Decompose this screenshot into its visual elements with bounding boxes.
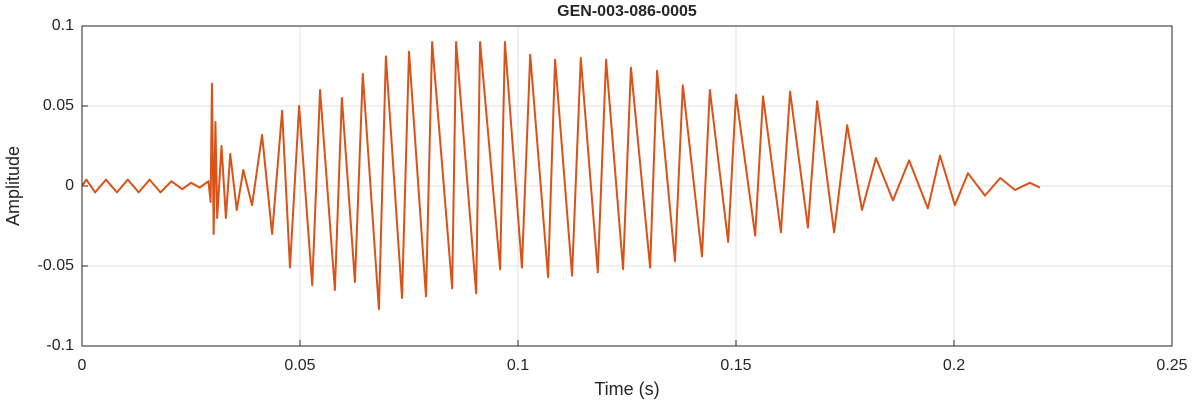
y-tick-label: 0	[65, 177, 74, 194]
plot-frame	[81, 25, 1173, 347]
x-tick-label: 0.2	[943, 357, 965, 374]
y-axis-label: Amplitude	[3, 146, 23, 226]
x-tick-label: 0.1	[507, 357, 529, 374]
y-tick-label: -0.05	[38, 257, 75, 274]
waveform-line	[81, 41, 1041, 311]
chart-title: GEN-003-086-0005	[557, 3, 697, 20]
x-tick-label: 0.25	[1156, 357, 1187, 374]
x-tick-label: 0.15	[720, 357, 751, 374]
x-axis-label: Time (s)	[594, 379, 659, 399]
x-tick-label: 0	[78, 357, 87, 374]
y-tick-label: -0.1	[46, 337, 74, 354]
y-tick-label: 0.05	[43, 97, 74, 114]
x-tick-label: 0.05	[284, 357, 315, 374]
y-tick-label: 0.1	[52, 17, 74, 34]
